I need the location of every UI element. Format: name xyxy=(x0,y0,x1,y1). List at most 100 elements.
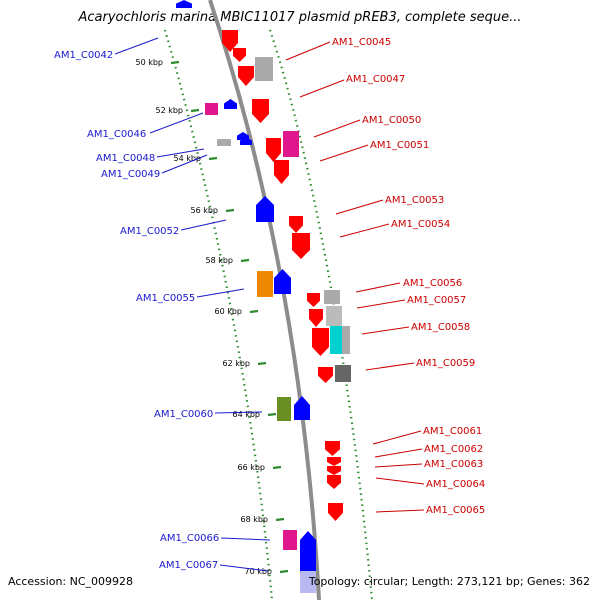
forward-gene-feature xyxy=(312,328,329,356)
tick-mark xyxy=(240,258,250,263)
gene-label-am1-c0046[interactable]: AM1_C0046 xyxy=(87,129,146,140)
leader-line xyxy=(374,448,423,458)
leader-line xyxy=(220,537,271,541)
accession-text: Accession: NC_009928 xyxy=(8,575,134,588)
gene-label-am1-c0048[interactable]: AM1_C0048 xyxy=(96,153,155,164)
gene-label-am1-c0051[interactable]: AM1_C0051 xyxy=(370,140,429,151)
leader-line xyxy=(372,430,422,445)
tick-label: 70 kbp xyxy=(244,567,272,576)
gene-label-am1-c0056[interactable]: AM1_C0056 xyxy=(403,278,462,289)
tick-mark xyxy=(257,361,267,366)
tick-label: 52 kbp xyxy=(155,106,183,115)
map-title: Acaryochloris marina MBIC11017 plasmid p… xyxy=(78,10,522,25)
am1-c0065-feature xyxy=(328,503,343,521)
tick-mark xyxy=(225,208,235,213)
leader-line xyxy=(339,223,390,238)
gene-label-am1-c0047[interactable]: AM1_C0047 xyxy=(346,74,405,85)
tick-label: 68 kbp xyxy=(240,515,268,524)
tick-label: 60 kbp xyxy=(214,307,242,316)
reverse-gene-feature xyxy=(294,396,310,420)
leader-line xyxy=(299,79,345,98)
gene-label-am1-c0050[interactable]: AM1_C0050 xyxy=(362,115,421,126)
am1-c0046-feature xyxy=(205,103,218,115)
gene-label-am1-c0066[interactable]: AM1_C0066 xyxy=(160,533,219,544)
am1-c0067-feature xyxy=(300,531,316,571)
misc-gene-feature xyxy=(300,571,316,593)
leader-line xyxy=(361,326,410,335)
forward-gene-feature xyxy=(252,99,269,123)
gene-label-am1-c0054[interactable]: AM1_C0054 xyxy=(391,219,450,230)
leader-line xyxy=(355,282,401,293)
forward-gene-feature xyxy=(318,367,333,383)
gene-label-am1-c0045[interactable]: AM1_C0045 xyxy=(332,37,391,48)
tick-label: 62 kbp xyxy=(222,359,250,368)
leader-line xyxy=(156,148,205,158)
tick-mark xyxy=(249,309,259,314)
leader-line xyxy=(375,509,425,513)
am1-c0047-feature xyxy=(255,57,273,81)
gene-features xyxy=(176,0,351,593)
leader-line xyxy=(375,477,425,485)
misc-gene-feature xyxy=(342,326,350,354)
leader-line xyxy=(335,199,384,215)
tick-label: 50 kbp xyxy=(135,58,163,67)
gene-label-am1-c0060[interactable]: AM1_C0060 xyxy=(154,409,213,420)
forward-gene-feature xyxy=(274,160,289,184)
am1-c0053-feature xyxy=(289,216,303,233)
gene-label-am1-c0059[interactable]: AM1_C0059 xyxy=(416,358,475,369)
gene-label-am1-c0042[interactable]: AM1_C0042 xyxy=(54,50,113,61)
gene-label-am1-c0062[interactable]: AM1_C0062 xyxy=(424,444,483,455)
am1-c0066-feature xyxy=(283,530,297,550)
map-rings xyxy=(163,0,374,600)
tick-label: 54 kbp xyxy=(173,154,201,163)
reverse-gene-feature xyxy=(240,137,252,145)
misc-gene-feature xyxy=(326,306,342,326)
leader-line xyxy=(374,463,423,468)
gene-label-am1-c0053[interactable]: AM1_C0053 xyxy=(385,195,444,206)
gene-label-am1-c0058[interactable]: AM1_C0058 xyxy=(411,322,470,333)
tick-label: 66 kbp xyxy=(237,463,265,472)
gene-label-am1-c0065[interactable]: AM1_C0065 xyxy=(426,505,485,516)
forward-gene-feature xyxy=(309,309,323,327)
leader-line xyxy=(313,119,361,138)
am1-c0050-feature xyxy=(266,138,281,162)
am1-c0048-feature xyxy=(217,139,231,146)
gene-label-am1-c0049[interactable]: AM1_C0049 xyxy=(101,169,160,180)
leader-line xyxy=(114,37,159,55)
gene-label-am1-c0067[interactable]: AM1_C0067 xyxy=(159,560,218,571)
gene-label-am1-c0063[interactable]: AM1_C0063 xyxy=(424,459,483,470)
gene-label-am1-c0061[interactable]: AM1_C0061 xyxy=(423,426,482,437)
leader-line xyxy=(356,299,406,309)
am1-c0051-feature xyxy=(283,131,299,157)
reverse-gene-feature xyxy=(274,269,291,294)
am1-c0061-feature xyxy=(325,441,340,456)
gene-label-am1-c0055[interactable]: AM1_C0055 xyxy=(136,293,195,304)
leader-line xyxy=(219,564,269,572)
am1-c0042-feature xyxy=(176,0,192,8)
am1-c0062-feature xyxy=(327,457,341,466)
forward-gene-feature xyxy=(233,48,246,62)
tick-mark xyxy=(267,412,277,417)
leader-line xyxy=(285,41,331,61)
leader-line xyxy=(161,154,208,174)
am1-c0059-feature xyxy=(335,365,351,382)
gene-label-am1-c0064[interactable]: AM1_C0064 xyxy=(426,479,485,490)
am1-c0055-feature xyxy=(257,271,273,297)
am1-c0057-feature xyxy=(324,290,340,304)
am1-c0052-feature xyxy=(256,196,274,222)
tick-label: 64 kbp xyxy=(232,410,260,419)
tick-mark xyxy=(279,569,289,574)
tick-mark xyxy=(208,156,218,161)
tick-label: 58 kbp xyxy=(205,256,233,265)
gene-label-am1-c0057[interactable]: AM1_C0057 xyxy=(407,295,466,306)
leader-line xyxy=(214,411,263,414)
am1-c0045-feature xyxy=(238,66,254,86)
leader-line xyxy=(319,144,369,162)
am1-c0054-feature xyxy=(292,233,310,259)
tick-marks: 50 kbp 52 kbp 54 kbp 56 kbp 58 kbp 60 kbp 62 k… xyxy=(135,58,289,576)
am1-c0060-feature xyxy=(277,397,291,421)
gene-labels: AM1_C0042 AM1_C0045 AM1_C0047 AM1_C0046 AM1_… xyxy=(54,37,485,572)
forward-gene-feature xyxy=(222,30,238,52)
gene-label-am1-c0052[interactable]: AM1_C0052 xyxy=(120,226,179,237)
leader-line xyxy=(149,112,204,134)
